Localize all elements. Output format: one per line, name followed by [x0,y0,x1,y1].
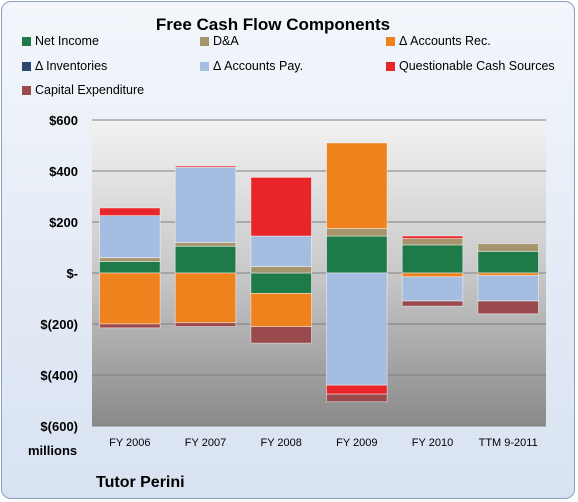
y-tick-label: $(200) [40,317,78,332]
bar-questionable-cash-sources [99,207,161,217]
bar-questionable-cash-sources [174,165,237,168]
legend-label-questionable-cash-sources: Questionable Cash Sources [399,59,555,73]
y-axis: $600 $400 $200 $- $(200) $(400) $(600) [40,113,78,434]
legend-label-capital-expenditure: Capital Expenditure [35,83,144,97]
legend-label-inventories: Δ Inventories [35,59,107,73]
legend-label-d-a: D&A [213,34,239,48]
bar-d-a [326,227,388,237]
bar-d-a [477,243,539,252]
bar-accounts-pay [99,215,161,259]
bar-accounts-pay [174,166,237,243]
bar-questionable-cash-sources [250,176,312,237]
x-tick-label: FY 2010 [412,437,453,449]
y-tick-label: $(600) [40,419,78,434]
x-tick-label: FY 2008 [260,437,301,449]
bars-group [99,142,539,403]
bar-accounts-pay [250,235,312,268]
bar-net-income [401,244,464,274]
y-tick-label: $400 [49,164,78,179]
bar-net-income [99,261,161,274]
bar-capital-expenditure [477,300,539,315]
bar-capital-expenditure [250,326,312,344]
bar-d-a [401,238,464,246]
legend-swatch-questionable-cash-sources [386,62,395,71]
legend-swatch-accounts-rec [386,37,395,46]
chart-title: Free Cash Flow Components [156,15,390,34]
bar-capital-expenditure [174,322,237,327]
legend-swatch-net-income [22,37,31,46]
legend-swatch-capital-expenditure [22,86,31,95]
x-tick-label: TTM 9-2011 [479,437,538,449]
x-tick-label: FY 2007 [185,437,226,449]
gridlines [92,119,546,427]
bar-questionable-cash-sources [326,384,388,395]
y-tick-label: $200 [49,215,78,230]
y-tick-label: $600 [49,113,78,128]
bar-accounts-pay [326,272,388,386]
legend-swatch-d-a [200,37,209,46]
units-label: millions [28,443,77,458]
legend-swatch-inventories [22,62,31,71]
bar-d-a [250,266,312,274]
bar-capital-expenditure [401,300,464,307]
bar-accounts-rec [250,292,312,327]
bar-d-a [174,241,237,247]
bar-capital-expenditure [99,323,161,329]
company-name: Tutor Perini [96,474,185,491]
bar-d-a [99,257,161,262]
bar-accounts-pay [477,275,539,302]
bar-accounts-pay [401,276,464,302]
legend-swatch-accounts-pay [200,62,209,71]
y-tick-label: $(400) [40,368,78,383]
bar-accounts-rec [401,272,464,278]
bar-net-income [250,272,312,294]
legend: Net Income D&A Δ Accounts Rec. Δ Inventorie… [22,34,555,97]
bar-accounts-rec [174,272,237,324]
y-tick-label: $- [66,266,78,281]
bar-accounts-rec [326,142,388,229]
legend-label-accounts-pay: Δ Accounts Pay. [213,59,303,73]
x-axis: FY 2006 FY 2007 FY 2008 FY 2009 FY 2010 TTM 9… [109,437,538,449]
bar-net-income [326,235,388,274]
bar-questionable-cash-sources [401,235,464,239]
x-tick-label: FY 2006 [109,437,150,449]
bar-accounts-rec [99,272,161,325]
legend-label-accounts-rec: Δ Accounts Rec. [399,34,491,48]
bar-net-income [174,245,237,274]
x-tick-label: FY 2009 [336,437,377,449]
bar-net-income [477,250,539,274]
bar-capital-expenditure [326,393,388,403]
legend-label-net-income: Net Income [35,34,99,48]
